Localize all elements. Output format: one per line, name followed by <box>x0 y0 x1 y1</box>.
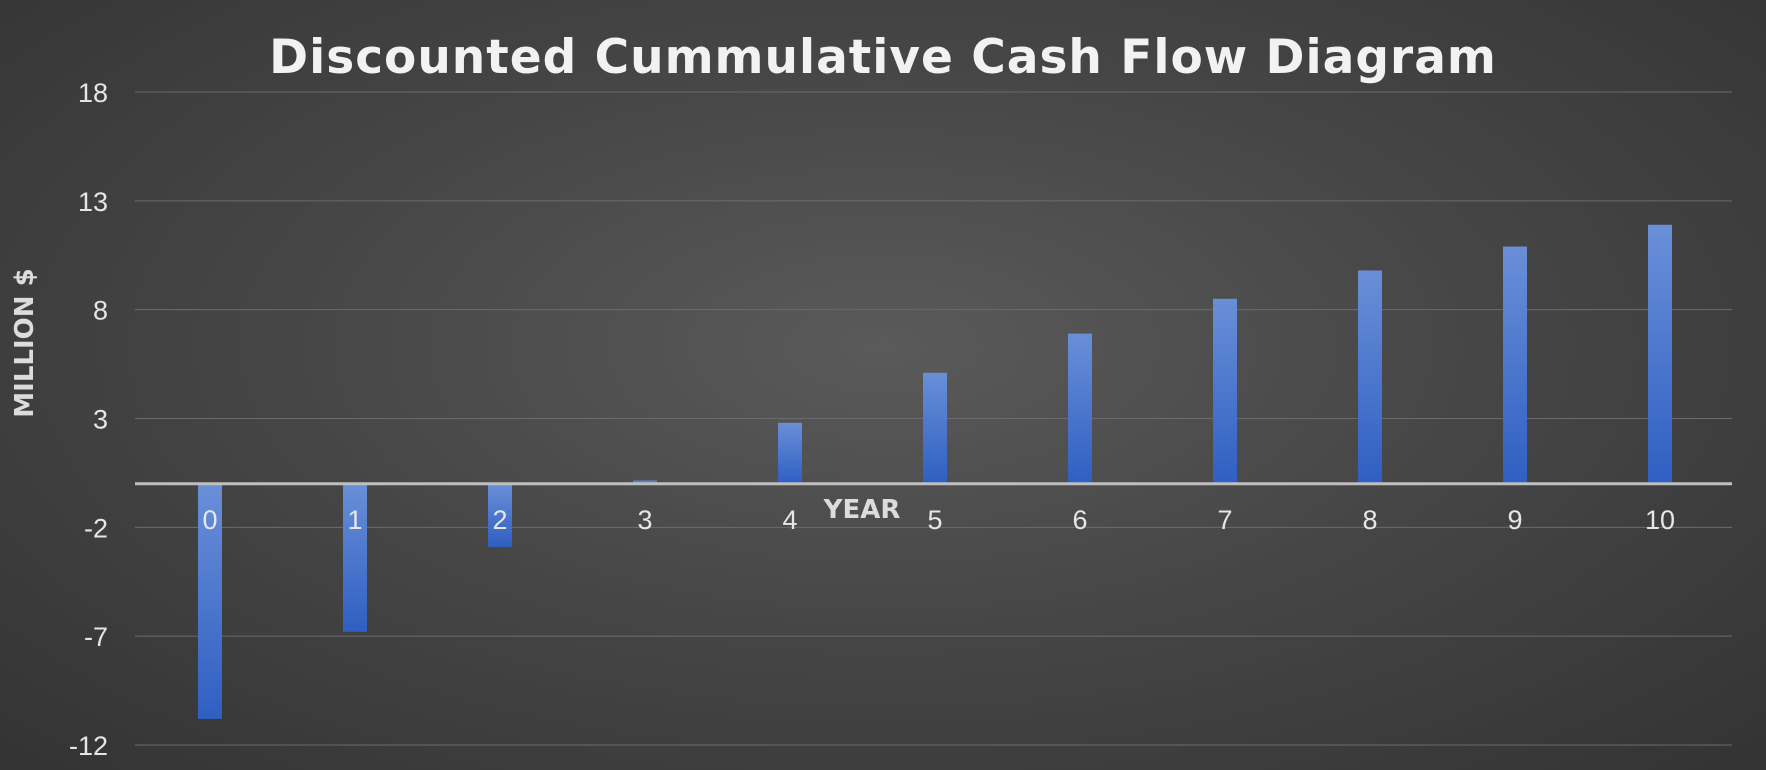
x-tick-label: 0 <box>202 505 217 535</box>
x-tick-label: 3 <box>637 505 652 535</box>
bar-year-7 <box>1213 298 1237 484</box>
bars <box>198 224 1672 719</box>
y-tick-label: 8 <box>93 296 108 326</box>
x-tick-label: 2 <box>492 505 507 535</box>
x-tick-label: 9 <box>1507 505 1522 535</box>
chart-title: Discounted Cummulative Cash Flow Diagram <box>269 30 1497 85</box>
y-tick-label: -2 <box>84 513 108 543</box>
y-tick-label: 18 <box>78 78 108 108</box>
bar-year-0 <box>198 483 222 719</box>
x-tick-label: 6 <box>1072 505 1087 535</box>
x-tick-label: 5 <box>927 505 942 535</box>
y-tick-label: 13 <box>78 187 108 217</box>
bar-year-6 <box>1068 333 1092 484</box>
bar-year-5 <box>923 372 947 484</box>
bar-year-4 <box>778 422 802 484</box>
y-axis-label: MILLION $ <box>10 268 40 417</box>
x-tick-label: 4 <box>782 505 797 535</box>
x-tick-label: 10 <box>1645 505 1675 535</box>
x-tick-label: 8 <box>1362 505 1377 535</box>
gridlines <box>135 91 1732 746</box>
bar-year-3 <box>633 480 657 484</box>
x-axis-label: YEAR <box>823 495 901 525</box>
bar-year-1 <box>343 483 367 632</box>
bar-year-10 <box>1648 224 1672 484</box>
x-tick-label: 1 <box>347 505 362 535</box>
bar-year-9 <box>1503 246 1527 484</box>
bar-year-2 <box>488 483 512 547</box>
y-tick-label: -7 <box>84 622 108 652</box>
bar-year-8 <box>1358 270 1382 484</box>
y-axis-tick-labels: 18 13 8 3 -2 -7 -12 <box>69 78 108 761</box>
y-tick-label: -12 <box>69 731 108 761</box>
x-tick-label: 7 <box>1217 505 1232 535</box>
x-axis-tick-labels: 0 1 2 3 4 5 6 7 8 9 10 <box>202 505 1675 535</box>
y-tick-label: 3 <box>93 405 108 435</box>
